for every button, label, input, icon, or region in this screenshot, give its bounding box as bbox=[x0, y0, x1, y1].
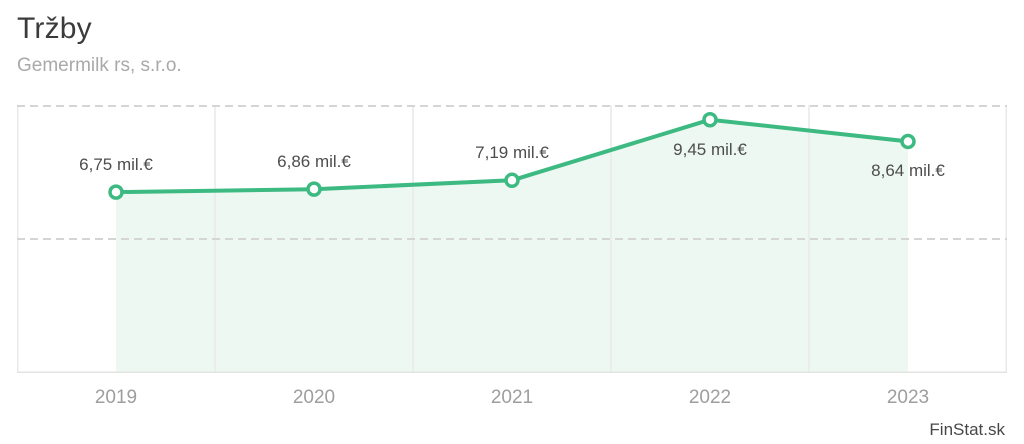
data-point-marker[interactable] bbox=[306, 181, 322, 197]
finstat-watermark-link[interactable]: FinStat.sk bbox=[929, 420, 1005, 439]
x-tick-label: 2023 bbox=[886, 387, 930, 408]
x-tick-label: 2019 bbox=[94, 387, 138, 408]
plot-area bbox=[17, 105, 1007, 373]
chart-title: Tržby bbox=[17, 12, 92, 45]
x-axis: 2019 2020 2021 2022 2023 bbox=[17, 387, 1007, 411]
x-tick-label: 2022 bbox=[688, 387, 732, 408]
chart-canvas bbox=[17, 105, 1007, 373]
x-tick-label: 2020 bbox=[292, 387, 336, 408]
data-point-marker[interactable] bbox=[504, 172, 520, 189]
data-point-marker[interactable] bbox=[900, 133, 916, 150]
x-tick-label: 2021 bbox=[490, 387, 534, 408]
chart-subtitle: Gemermilk rs, s.r.o. bbox=[17, 55, 182, 76]
data-point-marker[interactable] bbox=[108, 184, 124, 200]
area-fill bbox=[116, 119, 908, 373]
data-point-marker[interactable] bbox=[702, 111, 718, 128]
